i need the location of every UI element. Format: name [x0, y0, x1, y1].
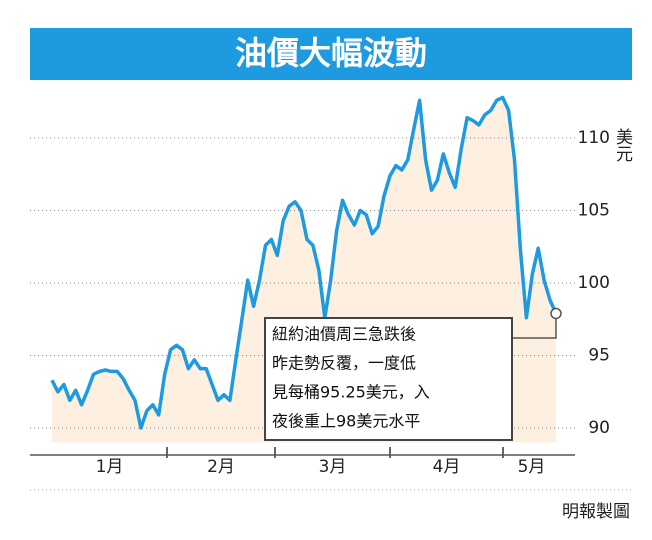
- chart-title: 油價大幅波動: [235, 34, 427, 72]
- y-tick-label: 90: [588, 418, 610, 438]
- leader-line: [512, 318, 557, 339]
- end-marker: [550, 307, 562, 320]
- annotation-text: 見每桶95.25美元，入: [272, 383, 430, 402]
- annotation-box: [264, 317, 513, 441]
- annotation-text: 紐約油價周三急跌後: [272, 325, 416, 344]
- x-tick-label: 1月: [96, 457, 124, 477]
- annotation-text: 夜後重上98美元水平: [272, 412, 420, 431]
- annotation-text: 昨走勢反覆，一度低: [272, 354, 416, 373]
- x-tick-label: 3月: [319, 457, 347, 477]
- source: 明報製圖: [562, 502, 630, 522]
- y-tick-label: 105: [578, 201, 610, 221]
- y-unit: 美元: [612, 128, 633, 162]
- plot-area: 90 95 100 105 110 美元 1月 2月 3月 4月 5月 紐約油價周三急跌後昨走勢反覆，…: [30, 95, 633, 477]
- x-tick-label: 2月: [207, 457, 235, 477]
- x-tick-label: 5月: [518, 457, 546, 477]
- y-tick-label: 110: [578, 128, 610, 148]
- title-banner: [30, 28, 632, 80]
- x-tick-label: 4月: [433, 457, 461, 477]
- y-tick-label: 95: [588, 346, 610, 366]
- y-tick-label: 100: [578, 273, 610, 293]
- line: [50, 95, 558, 430]
